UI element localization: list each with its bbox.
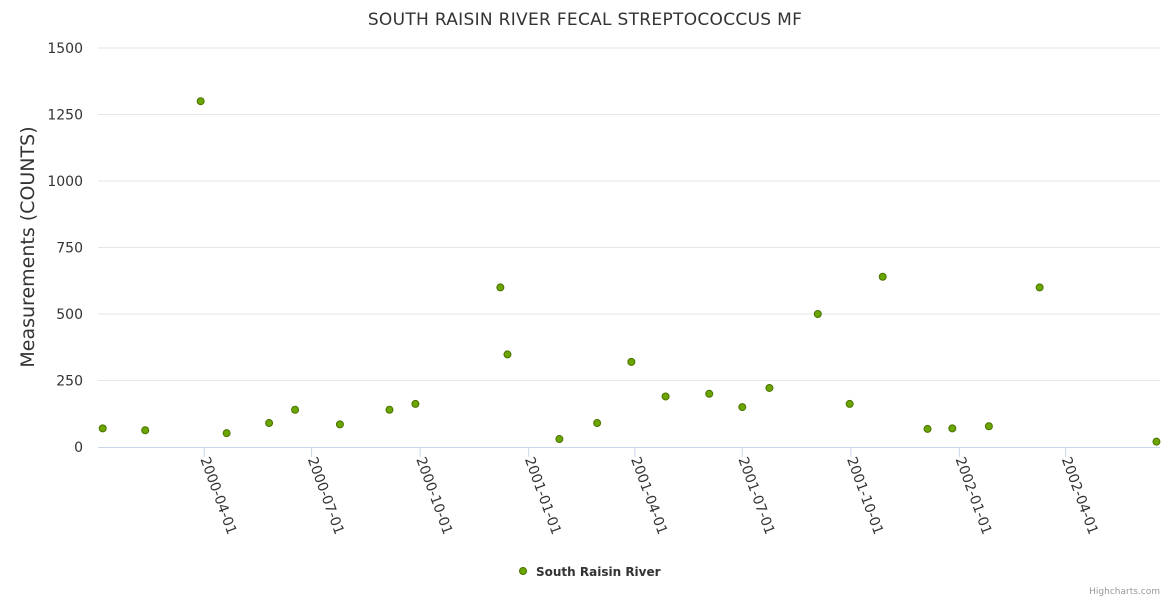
data-point[interactable] bbox=[765, 383, 774, 392]
x-tick-label: 2001-04-01 bbox=[627, 455, 670, 537]
legend-marker bbox=[519, 567, 527, 575]
x-tick-label: 2001-07-01 bbox=[735, 455, 778, 537]
legend[interactable]: South Raisin River bbox=[519, 565, 661, 579]
y-tick-label: 1500 bbox=[47, 41, 83, 57]
data-point[interactable] bbox=[335, 420, 344, 429]
y-tick-label: 750 bbox=[56, 241, 83, 257]
data-point[interactable] bbox=[385, 405, 394, 414]
legend-label-south-raisin-river[interactable]: South Raisin River bbox=[536, 565, 661, 579]
data-point[interactable] bbox=[738, 403, 747, 412]
chart-title: SOUTH RAISIN RIVER FECAL STREPTOCOCCUS M… bbox=[368, 10, 802, 30]
data-point[interactable] bbox=[496, 283, 505, 292]
data-point[interactable] bbox=[1035, 283, 1044, 292]
data-point[interactable] bbox=[948, 424, 957, 433]
data-point[interactable] bbox=[1152, 437, 1161, 446]
credits-link[interactable]: Highcharts.com bbox=[1089, 587, 1160, 597]
data-point[interactable] bbox=[923, 424, 932, 433]
data-point[interactable] bbox=[503, 350, 512, 359]
y-tick-label: 0 bbox=[74, 440, 83, 456]
data-point[interactable] bbox=[845, 399, 854, 408]
data-point[interactable] bbox=[593, 419, 602, 428]
data-point[interactable] bbox=[98, 424, 107, 433]
x-tick-label: 2000-04-01 bbox=[196, 455, 239, 537]
data-point[interactable] bbox=[291, 405, 300, 414]
data-point[interactable] bbox=[555, 435, 564, 444]
data-point[interactable] bbox=[627, 357, 636, 366]
x-tick-label: 2002-04-01 bbox=[1058, 455, 1101, 537]
data-points bbox=[98, 97, 1161, 446]
x-tick-label: 2002-01-01 bbox=[952, 455, 995, 537]
data-point[interactable] bbox=[411, 399, 420, 408]
data-point[interactable] bbox=[984, 422, 993, 431]
data-point[interactable] bbox=[265, 419, 274, 428]
data-point[interactable] bbox=[878, 272, 887, 281]
data-point[interactable] bbox=[813, 310, 822, 318]
y-axis-title: Measurements (COUNTS) bbox=[17, 126, 39, 367]
y-tick-label: 1250 bbox=[47, 108, 83, 124]
y-gridlines bbox=[98, 47, 1160, 381]
x-tick-label: 2001-10-01 bbox=[843, 455, 886, 537]
y-tick-label: 500 bbox=[56, 307, 83, 323]
x-tick-label: 2000-10-01 bbox=[412, 455, 455, 537]
x-tick-label: 2000-07-01 bbox=[304, 455, 347, 537]
data-point[interactable] bbox=[141, 426, 150, 435]
data-point[interactable] bbox=[661, 392, 670, 401]
data-point[interactable] bbox=[705, 389, 714, 398]
data-point[interactable] bbox=[222, 429, 231, 438]
x-tick-label: 2001-01-01 bbox=[521, 455, 564, 537]
y-tick-label: 1000 bbox=[47, 174, 83, 190]
y-axis-tick-labels: 0 250 500 750 1000 1250 1500 bbox=[47, 41, 83, 456]
data-point[interactable] bbox=[196, 97, 205, 106]
x-axis-ticks: 2000-04-01 2000-07-01 2000-10-01 2001-01-01… bbox=[196, 447, 1101, 537]
y-tick-label: 250 bbox=[56, 374, 83, 390]
